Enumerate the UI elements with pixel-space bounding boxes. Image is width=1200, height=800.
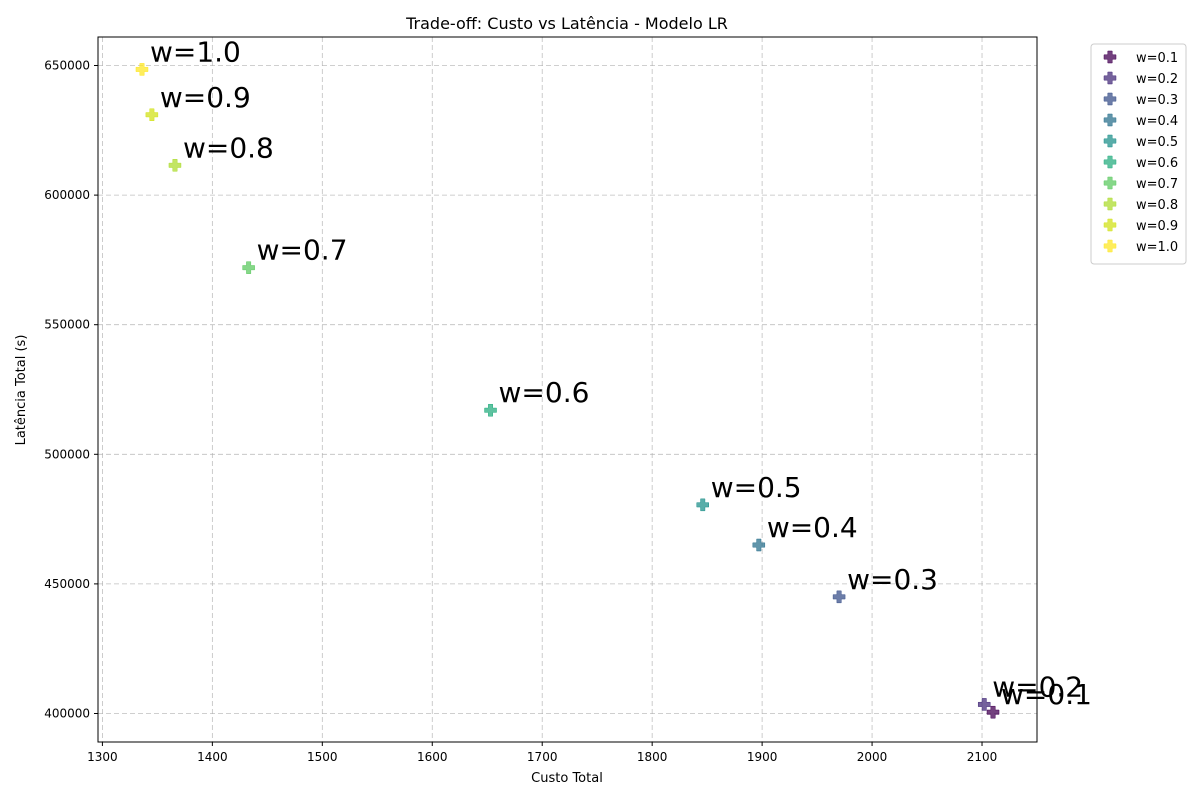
legend-entry: w=1.0 xyxy=(1136,240,1178,255)
point-annotation: w=0.3 xyxy=(847,563,938,596)
x-tick-label: 1800 xyxy=(637,750,668,764)
legend-marker xyxy=(1103,176,1117,190)
y-axis-label: Latência Total (s) xyxy=(14,335,29,446)
legend-entry: w=0.1 xyxy=(1136,51,1178,66)
x-axis-label: Custo Total xyxy=(531,771,603,786)
data-point-w=1.0 xyxy=(135,63,149,76)
x-tick-label: 1900 xyxy=(747,750,778,764)
legend-marker xyxy=(1103,155,1117,169)
legend-marker xyxy=(1103,134,1117,148)
x-tick-label: 1300 xyxy=(87,750,118,764)
data-point-w=0.6 xyxy=(484,403,497,417)
annotations: w=0.1w=0.2 w=0.3 w=0.4 w=0.5 w=0.6 w=0.7 w=0.8… xyxy=(150,35,1092,711)
legend-entry: w=0.4 xyxy=(1136,114,1178,129)
chart-title: Trade-off: Custo vs Latência - Modelo LR xyxy=(405,14,728,33)
x-tick-label: 1400 xyxy=(197,750,228,764)
axes: 1300 1400 1500 1600 1700 1800 1900 2000 2100 4000… xyxy=(44,59,997,764)
legend-entry: w=0.2 xyxy=(1136,72,1178,87)
data-point-w=0.1 xyxy=(986,705,1000,719)
data-point-w=0.3 xyxy=(832,590,846,604)
point-annotation: w=0.6 xyxy=(499,376,590,409)
data-point-w=0.8 xyxy=(168,159,182,172)
legend-entry: w=0.3 xyxy=(1136,93,1178,108)
legend-marker xyxy=(1103,197,1117,211)
point-annotation: w=0.4 xyxy=(767,511,858,544)
legend-marker xyxy=(1103,71,1117,85)
data-point-w=0.2 xyxy=(977,698,991,711)
point-annotation: w=0.2 xyxy=(992,670,1083,703)
legend-marker xyxy=(1103,50,1117,64)
point-annotation: w=0.5 xyxy=(711,471,802,504)
y-tick-label: 450000 xyxy=(44,577,90,591)
point-annotation: w=0.9 xyxy=(160,81,251,114)
legend-marker xyxy=(1103,113,1117,127)
y-tick-label: 600000 xyxy=(44,188,90,202)
x-tick-label: 1500 xyxy=(307,750,338,764)
data-point-w=0.5 xyxy=(696,498,709,512)
x-tick-label: 2000 xyxy=(857,750,888,764)
y-tick-label: 550000 xyxy=(44,318,90,332)
legend-marker xyxy=(1103,218,1117,232)
grid xyxy=(98,37,1037,742)
y-tick-label: 400000 xyxy=(44,706,90,720)
point-annotation: w=0.1 xyxy=(1001,678,1092,711)
legend-entry: w=0.9 xyxy=(1136,219,1178,234)
legend-entry: w=0.6 xyxy=(1136,156,1178,171)
x-tick-label: 1600 xyxy=(417,750,448,764)
legend: w=0.1 w=0.2 w=0.3 w=0.4 w=0.5 w=0.6 w=0.7 w=0.8… xyxy=(1090,43,1187,265)
legend-marker xyxy=(1103,92,1117,106)
data-point-w=0.4 xyxy=(752,538,766,552)
point-annotation: w=0.8 xyxy=(183,131,274,164)
data-point-w=0.9 xyxy=(145,108,159,122)
y-tick-label: 500000 xyxy=(44,447,90,461)
plot-frame xyxy=(97,36,1038,743)
legend-marker xyxy=(1103,239,1117,253)
legend-entry: w=0.7 xyxy=(1136,177,1178,192)
data-point-w=0.7 xyxy=(242,261,255,274)
x-tick-label: 1700 xyxy=(527,750,558,764)
y-tick-label: 650000 xyxy=(44,59,90,73)
data-points xyxy=(135,63,1000,719)
legend-entry: w=0.8 xyxy=(1136,198,1178,213)
legend-entry: w=0.5 xyxy=(1136,135,1178,150)
x-tick-label: 2100 xyxy=(967,750,998,764)
point-annotation: w=1.0 xyxy=(150,35,241,68)
point-annotation: w=0.7 xyxy=(257,234,348,267)
